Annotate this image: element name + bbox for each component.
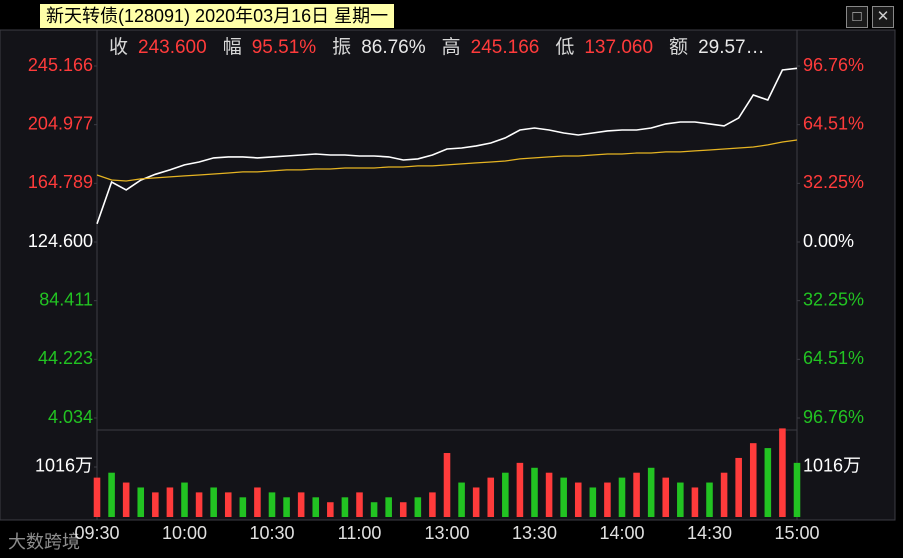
stat-label: 低 [555,37,575,58]
volume-bar [210,487,217,517]
stat-label: 额 [669,37,689,58]
volume-bar [793,462,801,517]
volume-tick-label: 1016万 [35,456,93,476]
volume-bar [764,448,772,517]
y2-tick-label: 64.51% [803,113,864,133]
y-tick-label: 204.977 [28,113,93,133]
volume-tick-label: 1016万 [803,456,861,476]
close-button[interactable]: ✕ [872,6,894,28]
volume-bar [399,502,407,517]
volume-bar [633,472,640,517]
chart-frame [0,29,896,521]
x-tick-label: 10:30 [249,523,294,543]
volume-bar [283,497,290,517]
y-tick-label: 245.166 [28,55,93,75]
y2-tick-label: 96.76% [803,407,864,427]
volume-bar [297,492,305,517]
volume-bar [662,477,670,517]
volume-bar [370,502,378,517]
stat-value: 95.51% [251,37,317,58]
volume-bar [545,472,553,517]
volume-bar [749,443,757,517]
volume-bar [604,482,611,517]
volume-bar [181,482,188,517]
volume-bar [108,472,115,517]
volume-bar [385,497,392,517]
volume-bar [574,482,582,517]
volume-bar [166,487,174,517]
stats-row: 收 243.600 幅 95.51% 振 86.76% 高 245.166 低 137.060 额 2… [103,36,765,60]
volume-bar [93,477,101,517]
x-tick-label: 13:30 [512,523,557,543]
volume-bar [502,472,509,517]
stat-value: 245.166 [470,37,540,58]
stat-label: 幅 [222,37,242,58]
y2-tick-label: 32.25% [803,172,864,192]
x-tick-label: 11:00 [338,523,382,543]
volume-bar [472,487,480,517]
volume-bar [647,467,655,517]
stat-value: 137.060 [584,37,654,58]
stat-value: 29.57… [698,37,765,58]
watermark: 大数跨境 [8,532,80,552]
y-tick-label: 4.034 [48,407,93,427]
volume-bar [341,497,349,517]
volume-bar [458,482,465,517]
volume-bar [122,482,130,517]
maximize-button[interactable]: □ [846,6,868,28]
stat-value: 243.600 [138,37,207,58]
volume-bar [735,457,742,517]
y-tick-label: 164.789 [28,172,93,192]
volume-bar [487,477,495,517]
volume-bar [706,482,713,517]
x-tick-label: 15:00 [774,523,819,543]
chart-title: 新天转债(128091) 2020年03月16日 星期一 [40,4,395,28]
y-tick-label: 44.223 [38,348,93,368]
price-line [96,139,798,182]
volume-bar [327,502,334,517]
x-tick-label: 14:00 [599,523,644,543]
y-tick-label: 84.411 [39,289,93,309]
x-tick-label: 09:30 [74,523,119,543]
volume-bar [414,497,422,517]
volume-bar [720,472,728,517]
volume-bar [531,467,538,517]
volume-bar [443,453,451,517]
x-tick-label: 10:00 [162,523,207,543]
y2-tick-label: 0.00% [803,231,854,251]
volume-bar [195,492,203,517]
y2-tick-label: 96.76% [803,55,864,75]
stat-value: 86.76% [361,37,426,58]
price-line [96,67,798,225]
volume-bar [677,482,684,517]
volume-bar [516,462,524,517]
volume-bar [589,487,597,517]
volume-bar [268,492,276,517]
x-tick-label: 13:00 [424,523,469,543]
volume-bar [691,487,699,517]
volume-bar [152,492,159,517]
stat-label: 振 [332,37,352,58]
volume-bar [356,492,363,517]
volume-bar [254,487,261,517]
volume-bar [224,492,232,517]
volume-bar [429,492,436,517]
volume-bar [137,487,145,517]
y2-tick-label: 32.25% [803,289,864,309]
y-tick-label: 124.600 [28,231,93,251]
stat-label: 高 [441,37,461,58]
volume-bar [618,477,626,517]
y2-tick-label: 64.51% [803,348,864,368]
volume-bar [239,497,247,517]
x-tick-label: 14:30 [687,523,732,543]
stat-label: 收 [109,37,129,58]
volume-bar [560,477,567,517]
volume-bar [779,428,786,517]
volume-bar [312,497,320,517]
